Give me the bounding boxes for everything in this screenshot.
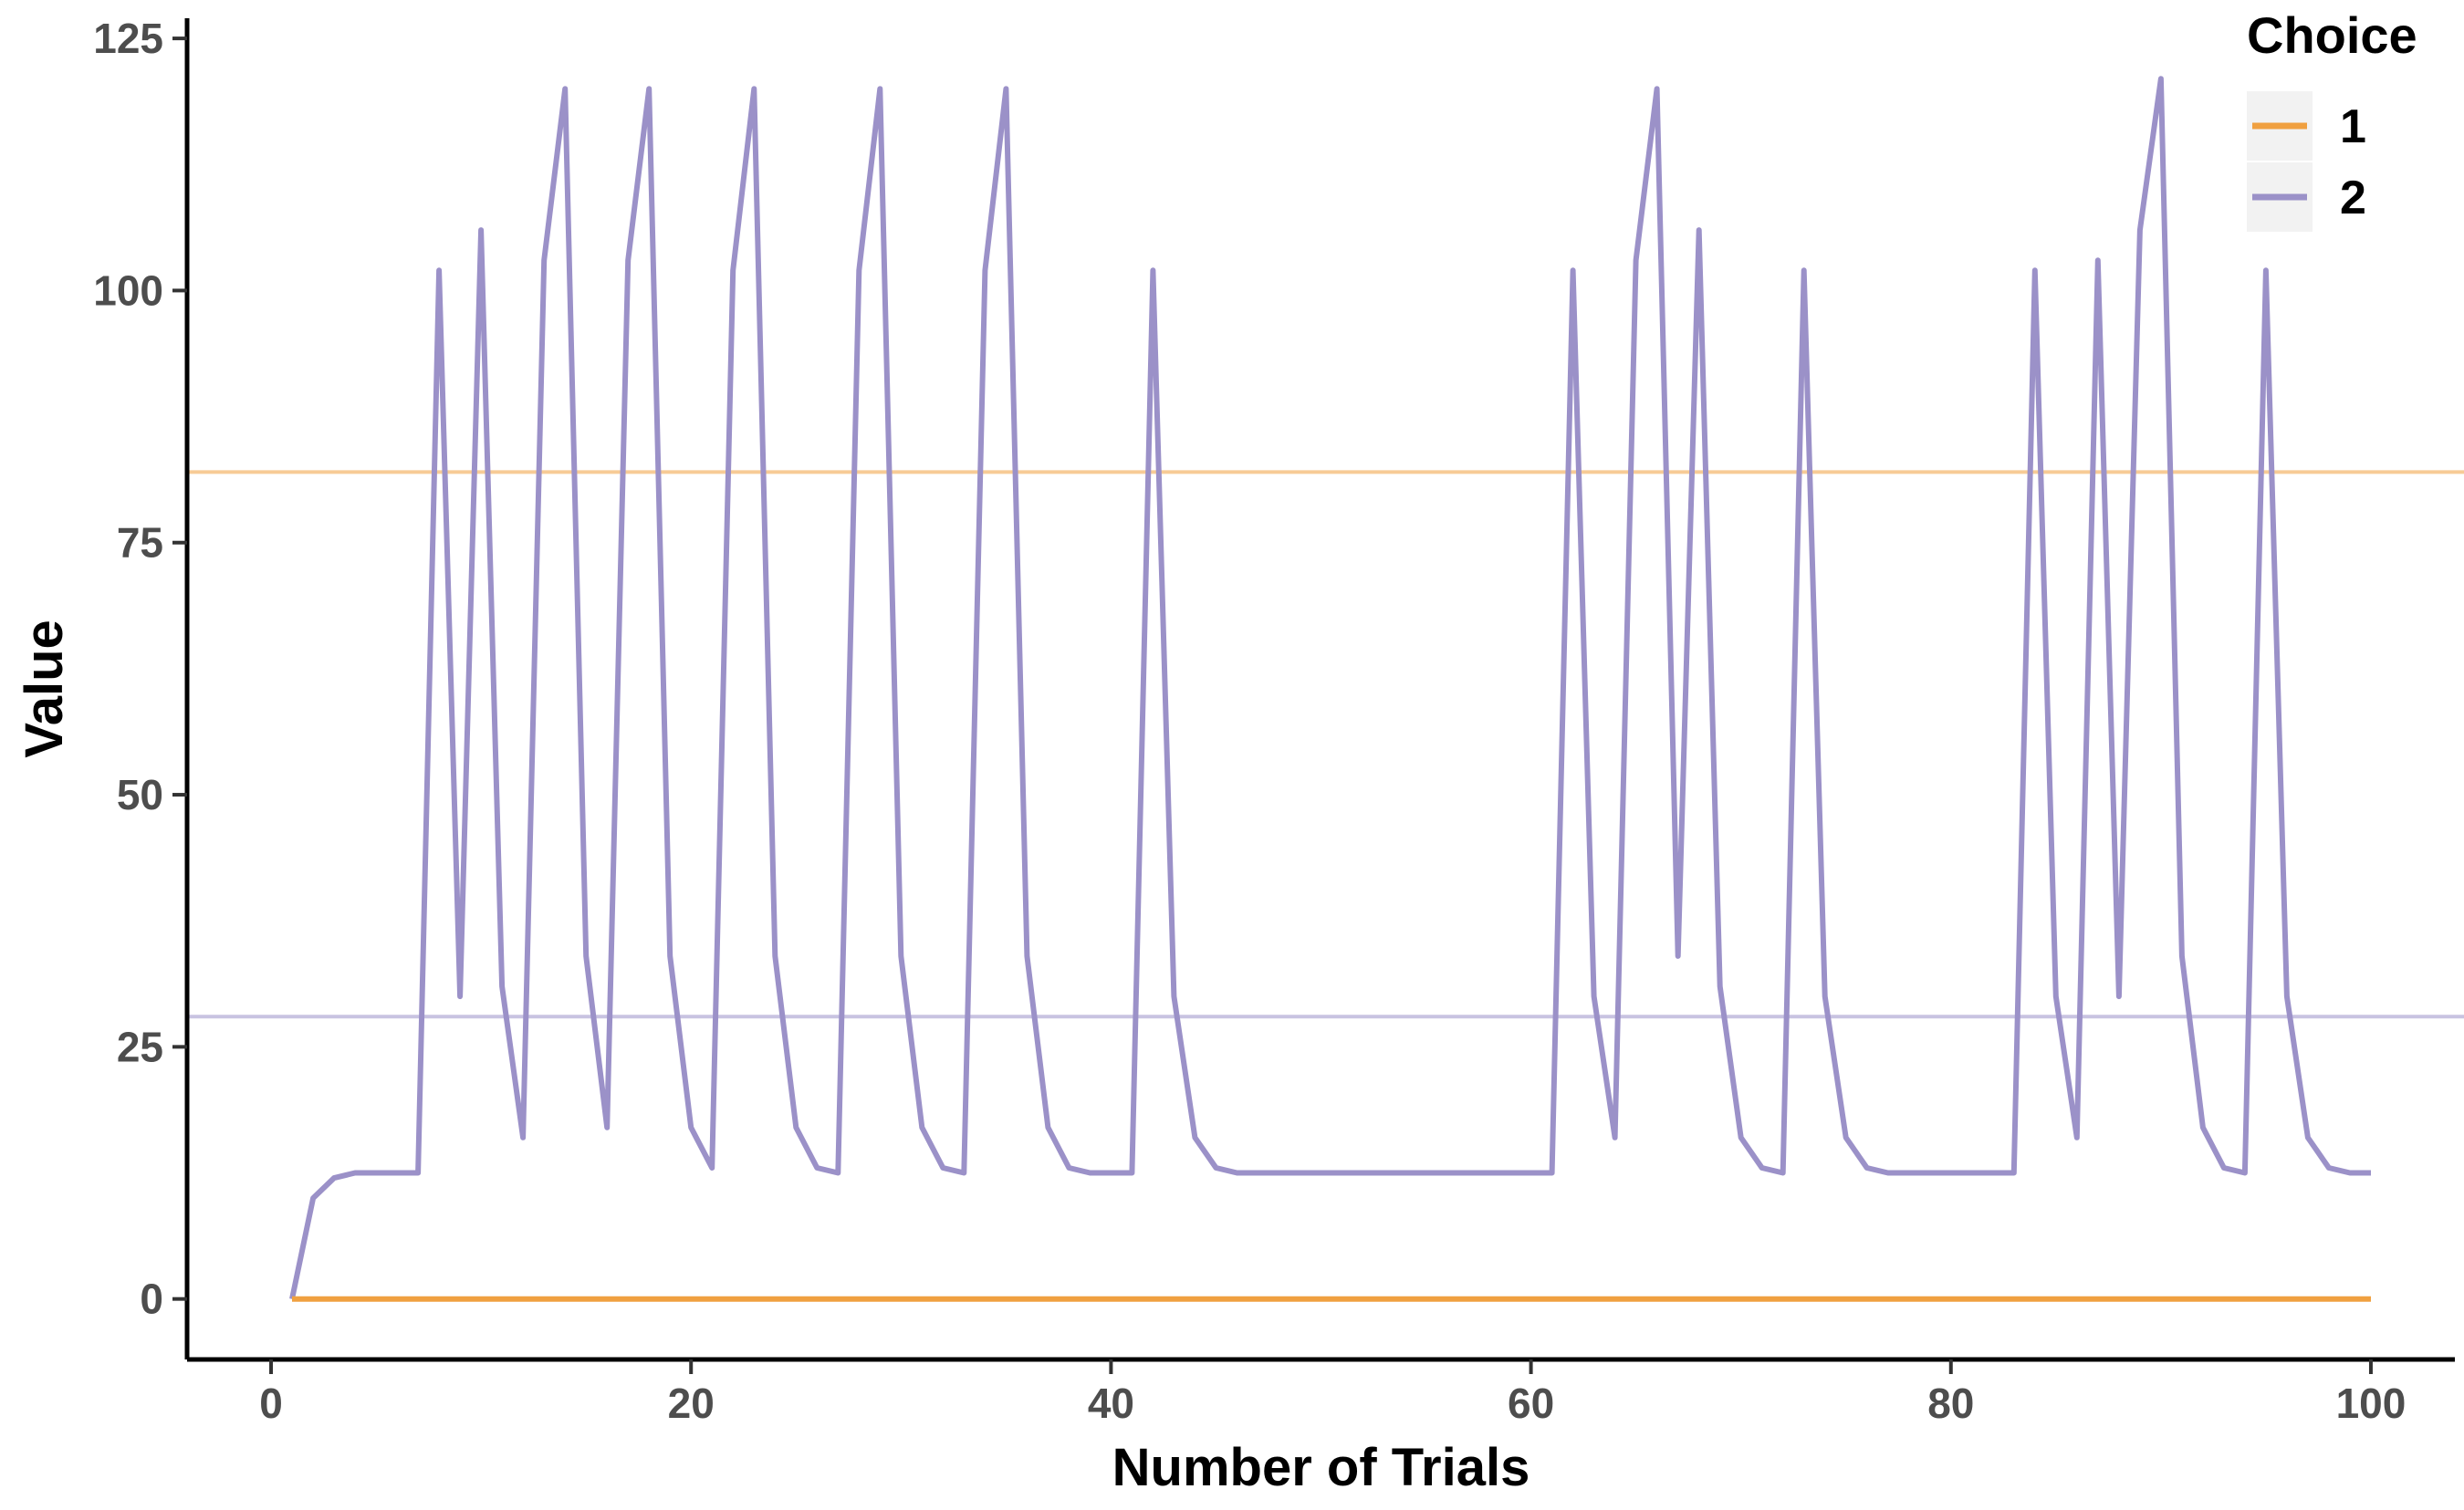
series-lines — [289, 76, 2371, 1302]
legend-items: 12 — [2247, 91, 2366, 232]
x-tick-label: 20 — [668, 1380, 715, 1427]
legend: Choice 12 — [2247, 6, 2417, 232]
y-axis-ticks: 0 25 50 75 100 125 — [93, 15, 187, 1323]
y-tick-label: 100 — [93, 266, 163, 314]
x-tick-label: 40 — [1088, 1380, 1134, 1427]
x-tick-label: 80 — [1927, 1380, 1974, 1427]
reference-lines — [187, 470, 2464, 1019]
y-tick-label: 125 — [93, 15, 163, 62]
x-tick-label: 100 — [2336, 1380, 2407, 1427]
x-tick-label: 60 — [1508, 1380, 1554, 1427]
x-tick-label: 0 — [259, 1380, 283, 1427]
y-tick-label: 50 — [117, 771, 163, 818]
x-axis-ticks: 0 20 40 60 80 100 — [259, 1359, 2406, 1427]
axes — [184, 18, 2455, 1362]
legend-label-2: 2 — [2340, 172, 2366, 224]
y-tick-label: 75 — [117, 519, 163, 567]
x-axis-title: Number of Trials — [1112, 1438, 1530, 1497]
legend-label-1: 1 — [2340, 100, 2366, 153]
y-tick-label: 25 — [117, 1023, 163, 1070]
legend-title: Choice — [2247, 6, 2417, 64]
series-line-2 — [289, 76, 2371, 1300]
y-axis-title: Value — [15, 620, 74, 758]
y-tick-label: 0 — [140, 1276, 163, 1323]
